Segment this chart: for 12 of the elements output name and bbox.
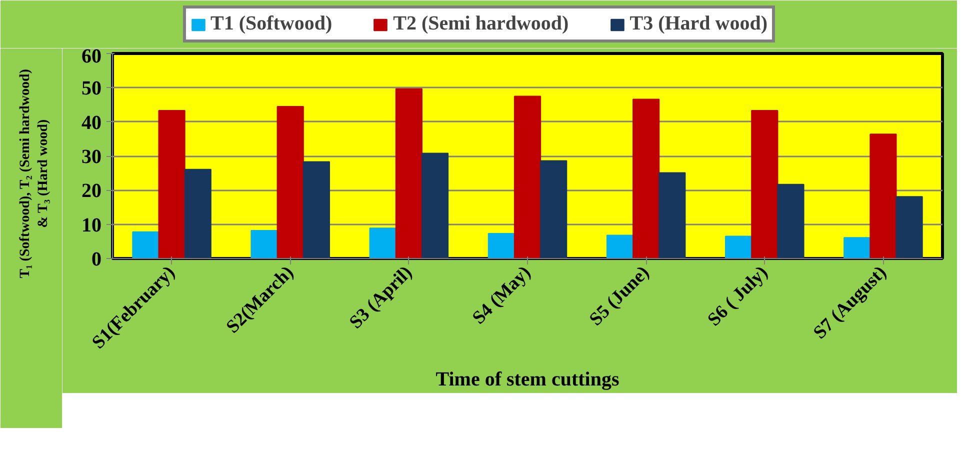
x-axis-title: Time of stem cuttings bbox=[436, 368, 620, 391]
y-tick-label: 30 bbox=[82, 146, 102, 168]
legend-label: T2 (Semi hardwood) bbox=[393, 12, 569, 36]
y-tick-label: 0 bbox=[92, 248, 102, 270]
y-tick-label: 10 bbox=[82, 214, 102, 236]
y-axis-title: T₁ (Softwood), T₂ (Semi hardwood) & T₃ (Hard wood) bbox=[18, 68, 52, 278]
y-tick-label: 40 bbox=[82, 112, 102, 134]
legend-label: T1 (Softwood) bbox=[210, 12, 332, 36]
y-tick-label: 50 bbox=[82, 78, 102, 100]
legend-label: T3 (Hard wood) bbox=[630, 12, 768, 36]
y-tick-label: 60 bbox=[82, 46, 102, 68]
y-tick-label: 20 bbox=[82, 180, 102, 202]
